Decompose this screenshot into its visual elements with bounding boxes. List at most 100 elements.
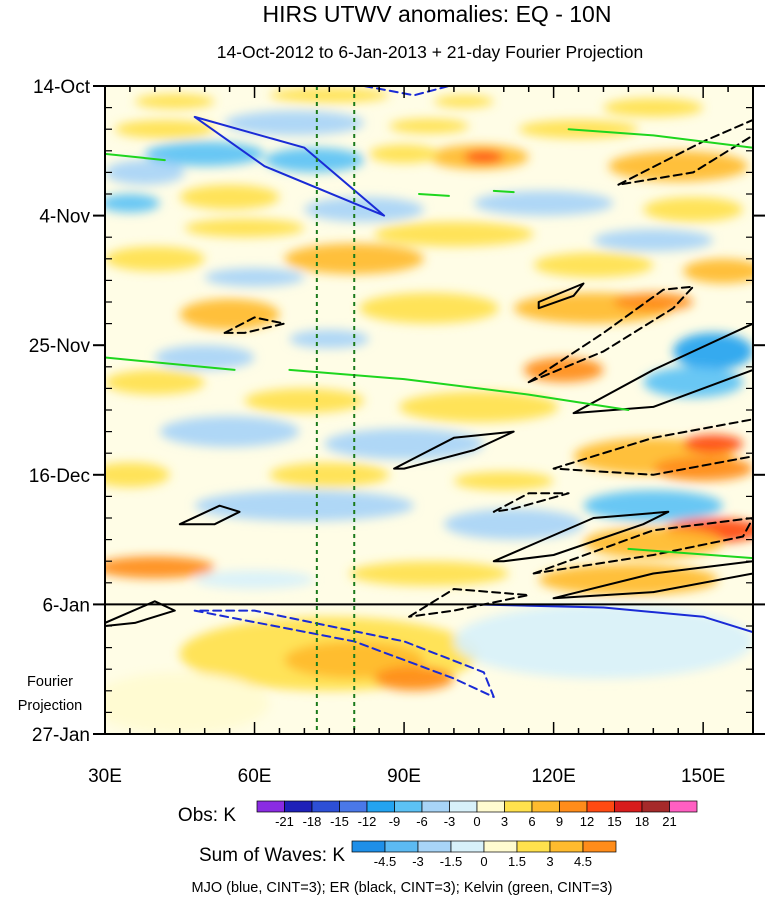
- contour-er-9: [393, 430, 515, 470]
- x-tick-label-4: 150E: [681, 766, 725, 787]
- obs-colorbar-level-0: -21: [275, 814, 294, 829]
- anomaly-blob-31: [613, 292, 694, 312]
- anomaly-blob-28: [179, 298, 280, 330]
- obs-colorbar-level-12: 15: [607, 814, 621, 829]
- anomaly-blob-14: [105, 160, 185, 185]
- obs-colorbar-level-14: 21: [662, 814, 676, 829]
- y-tick-label-3: 16-Dec: [29, 466, 90, 487]
- obs-colorbar-swatch-7: [449, 800, 478, 813]
- anomaly-blob-27: [204, 268, 305, 287]
- sum-colorbar-swatch-2: [417, 840, 452, 853]
- anomaly-blob-22: [593, 229, 714, 252]
- contour-er-17: [105, 600, 176, 627]
- obs-colorbar-swatch-12: [586, 800, 615, 813]
- anomaly-blob-2: [433, 95, 494, 108]
- obs-colorbar-level-3: -12: [358, 814, 377, 829]
- obs-colorbar-swatch-0: [256, 800, 285, 813]
- anomaly-blob-34: [673, 332, 753, 370]
- anomaly-blob-33: [289, 329, 370, 349]
- sum-colorbar-swatch-3: [450, 840, 485, 853]
- obs-colorbar-level-8: 3: [501, 814, 508, 829]
- obs-colorbar-level-4: -9: [389, 814, 401, 829]
- projection-label-line-1: Fourier: [27, 674, 73, 690]
- anomaly-blob-52: [583, 527, 724, 559]
- sum-colorbar-swatch-0: [351, 840, 386, 853]
- obs-colorbar-level-7: 0: [473, 814, 480, 829]
- y-tick-label-0: 14-Oct: [33, 77, 91, 98]
- obs-colorbar-level-2: -15: [330, 814, 349, 829]
- contour-mjo-2: [472, 603, 753, 634]
- obs-colorbar-level-13: 18: [635, 814, 649, 829]
- sum-colorbar-swatch-1: [384, 840, 419, 853]
- x-tick-label-2: 90E: [387, 766, 421, 787]
- anomaly-blob-18: [473, 190, 614, 216]
- contour-mjo-0: [193, 115, 386, 217]
- obs-colorbar-swatch-6: [421, 800, 450, 813]
- obs-colorbar-swatch-3: [339, 800, 368, 813]
- projection-label-line-2: Projection: [18, 698, 82, 714]
- contour-kelvin-23: [288, 368, 630, 411]
- wave-contours: [105, 86, 753, 698]
- contour-er-5: [537, 282, 585, 310]
- contour-er-6: [223, 316, 286, 334]
- anomaly-blob-25: [533, 252, 654, 278]
- anomaly-blob-4: [114, 119, 215, 139]
- sum-colorbar-level-0: -4.5: [374, 854, 396, 869]
- anomaly-blob-46: [269, 462, 390, 488]
- obs-colorbar-swatch-4: [366, 800, 395, 813]
- contour-kelvin-19: [567, 128, 753, 149]
- contour-kelvin-20: [418, 193, 450, 197]
- sum-colorbar-label: Sum of Waves: K: [199, 845, 345, 866]
- anomaly-blob-20: [184, 218, 305, 238]
- anomaly-blob-53: [105, 556, 215, 579]
- anomaly-blob-19: [643, 197, 744, 222]
- axes: 30E 60E 90E 120E 150E 14-Oct 4-Nov 25-Nov 16-Dec…: [29, 77, 765, 787]
- y-tick-label-2: 25-Nov: [29, 336, 91, 357]
- contour-er-8: [572, 322, 753, 415]
- contour-er-14: [532, 517, 753, 575]
- sum-colorbar-level-3: 0: [480, 854, 487, 869]
- colorbars: -21 -18 -15 -12 -9 -6 -3 0 3 6 9 12 15 18 21 Obs: K -4.5…: [178, 800, 698, 869]
- y-tick-label-5: 27-Jan: [32, 725, 90, 746]
- sum-colorbar-level-1: -3: [412, 854, 424, 869]
- obs-colorbar-level-6: -3: [444, 814, 456, 829]
- y-tick-label-4: 6-Jan: [42, 595, 90, 616]
- contour-er-4: [617, 118, 753, 186]
- anomaly-blob-43: [653, 456, 753, 481]
- obs-colorbar-level-9: 6: [528, 814, 535, 829]
- contour-er-7: [527, 285, 695, 384]
- contour-mjo-3: [193, 609, 495, 698]
- anomaly-blob-48: [194, 490, 415, 522]
- sum-colorbar-swatch-4: [483, 840, 518, 853]
- anomaly-blob-1: [269, 87, 390, 103]
- obs-colorbar-swatch-13: [614, 800, 643, 813]
- anomaly-blob-40: [159, 416, 300, 448]
- anomaly-blob-41: [324, 428, 484, 460]
- y-tick-label-1: 4-Nov: [39, 207, 90, 228]
- obs-colorbar-swatch-5: [394, 800, 423, 813]
- anomaly-blob-11: [608, 150, 749, 182]
- sum-colorbar-swatch-7: [582, 840, 617, 853]
- anomaly-blob-49: [443, 508, 584, 540]
- contour-er-11: [178, 504, 241, 526]
- anomaly-blob-38: [399, 391, 559, 423]
- obs-colorbar-level-5: -6: [416, 814, 428, 829]
- anomaly-blob-36: [105, 369, 205, 395]
- anomaly-blob-10: [369, 144, 439, 164]
- contour-kelvin-24: [627, 547, 753, 560]
- x-tick-label-0: 30E: [88, 766, 122, 787]
- contour-kelvin-21: [492, 189, 515, 194]
- sum-colorbar-swatch-6: [549, 840, 584, 853]
- contour-er-16: [552, 560, 753, 600]
- anomaly-blob-13: [264, 147, 365, 173]
- anomaly-blob-47: [453, 471, 554, 491]
- anomaly-blob-6: [389, 118, 469, 134]
- anomaly-blob-9: [463, 150, 504, 164]
- anomaly-blob-24: [284, 243, 425, 275]
- obs-colorbar-swatch-1: [284, 800, 313, 813]
- anomaly-blob-44: [683, 434, 744, 454]
- anomaly-blob-15: [105, 194, 160, 213]
- anomaly-blob-35: [643, 366, 744, 398]
- anomaly-blob-21: [374, 221, 534, 247]
